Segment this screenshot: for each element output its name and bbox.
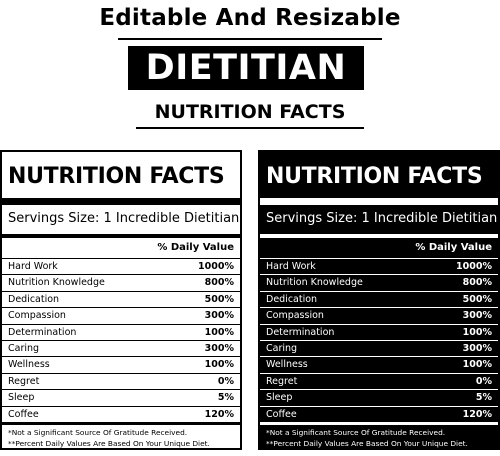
subtitle-underline (136, 127, 364, 129)
nutrient-row: Nutrition Knowledge 800% (260, 274, 498, 290)
nutrient-name: Hard Work (266, 261, 316, 272)
nutrient-row: Caring 300% (260, 339, 498, 356)
nutrient-row: Hard Work 1000% (2, 258, 240, 274)
title-underline (118, 38, 382, 40)
nutrient-row: Wellness 100% (260, 356, 498, 372)
thick-divider-bottom (2, 421, 240, 425)
nutrient-value: 800% (462, 277, 492, 289)
nutrient-row: Coffee 120% (260, 405, 498, 422)
thick-divider-bottom (260, 421, 498, 425)
nutrient-value: 100% (204, 359, 234, 371)
thick-divider (260, 198, 498, 205)
nutrient-row: Determination 100% (260, 323, 498, 340)
daily-value-header: % Daily Value (157, 242, 234, 253)
servings-size: Servings Size: 1 Incredible Dietitian (8, 211, 240, 226)
nutrient-row: Hard Work 1000% (260, 258, 498, 274)
label-title: NUTRITION FACTS (8, 164, 225, 189)
nutrient-value: 1000% (198, 261, 234, 272)
nutrient-value: 0% (475, 375, 492, 387)
nutrient-row: Regret 0% (260, 372, 498, 389)
medium-divider (260, 234, 498, 238)
nutrient-row: Coffee 120% (2, 405, 240, 422)
nutrient-row: Caring 300% (2, 339, 240, 356)
nutrient-name: Caring (266, 342, 298, 354)
nutrient-name: Compassion (8, 310, 66, 322)
nutrient-name: Dedication (8, 293, 60, 305)
nutrient-name: Dedication (266, 293, 318, 305)
nutrient-value: 800% (204, 277, 234, 289)
nutrient-value: 120% (204, 408, 234, 420)
nutrient-value: 500% (462, 293, 492, 305)
nutrient-row: Sleep 5% (260, 389, 498, 405)
footnote-1: *Not a Significant Source Of Gratitude R… (8, 428, 188, 437)
thick-divider (2, 198, 240, 205)
nutrient-name: Nutrition Knowledge (8, 277, 105, 289)
nutrient-value: 120% (462, 408, 492, 420)
nutrient-row: Dedication 500% (260, 290, 498, 307)
nutrient-value: 300% (204, 310, 234, 322)
footnote-2: **Percent Daily Values Are Based On Your… (8, 439, 210, 448)
nutrient-value: 300% (462, 342, 492, 354)
label-title: NUTRITION FACTS (266, 164, 483, 189)
nutrient-name: Nutrition Knowledge (266, 277, 363, 289)
nutrient-name: Regret (8, 375, 40, 387)
nutrient-value: 300% (462, 310, 492, 322)
nutrient-value: 5% (217, 392, 234, 404)
nutrient-row: Regret 0% (2, 372, 240, 389)
nutrient-value: 5% (475, 392, 492, 404)
nutrient-name: Determination (8, 326, 77, 338)
nutrient-name: Sleep (266, 392, 293, 404)
header: Editable And Resizable DIETITIAN NUTRITI… (0, 0, 500, 140)
nutrient-row: Dedication 500% (2, 290, 240, 307)
servings-size: Servings Size: 1 Incredible Dietitian (266, 211, 498, 226)
nutrient-value: 300% (204, 342, 234, 354)
nutrient-name: Determination (266, 326, 335, 338)
nutrient-name: Regret (266, 375, 298, 387)
nutrition-label-light: NUTRITION FACTS Servings Size: 1 Incredi… (0, 150, 242, 450)
nutrition-label-dark: NUTRITION FACTS Servings Size: 1 Incredi… (258, 150, 500, 450)
daily-value-header: % Daily Value (415, 242, 492, 253)
nutrient-name: Sleep (8, 392, 35, 404)
nutrient-list: Hard Work 1000% Nutrition Knowledge 800% D… (2, 258, 240, 425)
footnote-2: **Percent Daily Values Are Based On Your… (266, 439, 468, 448)
nutrient-name: Wellness (266, 359, 308, 371)
nutrient-name: Caring (8, 342, 40, 354)
nutrient-value: 100% (462, 359, 492, 371)
page-title: Editable And Resizable (99, 5, 401, 31)
nutrient-name: Compassion (266, 310, 324, 322)
nutrient-name: Coffee (266, 408, 297, 420)
nutrient-value: 500% (204, 293, 234, 305)
dietitian-badge: DIETITIAN (128, 46, 364, 90)
nutrient-row: Determination 100% (2, 323, 240, 340)
nutrient-row: Sleep 5% (2, 389, 240, 405)
footnote-1: *Not a Significant Source Of Gratitude R… (266, 428, 446, 437)
nutrient-row: Compassion 300% (2, 307, 240, 323)
nutrient-value: 100% (204, 326, 234, 338)
nutrient-row: Compassion 300% (260, 307, 498, 323)
nutrient-list: Hard Work 1000% Nutrition Knowledge 800% D… (260, 258, 498, 425)
nutrient-name: Hard Work (8, 261, 58, 272)
nutrient-name: Coffee (8, 408, 39, 420)
nutrient-name: Wellness (8, 359, 50, 371)
subtitle: NUTRITION FACTS (154, 101, 346, 123)
nutrient-value: 0% (217, 375, 234, 387)
nutrient-row: Wellness 100% (2, 356, 240, 372)
nutrient-value: 100% (462, 326, 492, 338)
nutrient-value: 1000% (456, 261, 492, 272)
nutrient-row: Nutrition Knowledge 800% (2, 274, 240, 290)
medium-divider (2, 234, 240, 238)
